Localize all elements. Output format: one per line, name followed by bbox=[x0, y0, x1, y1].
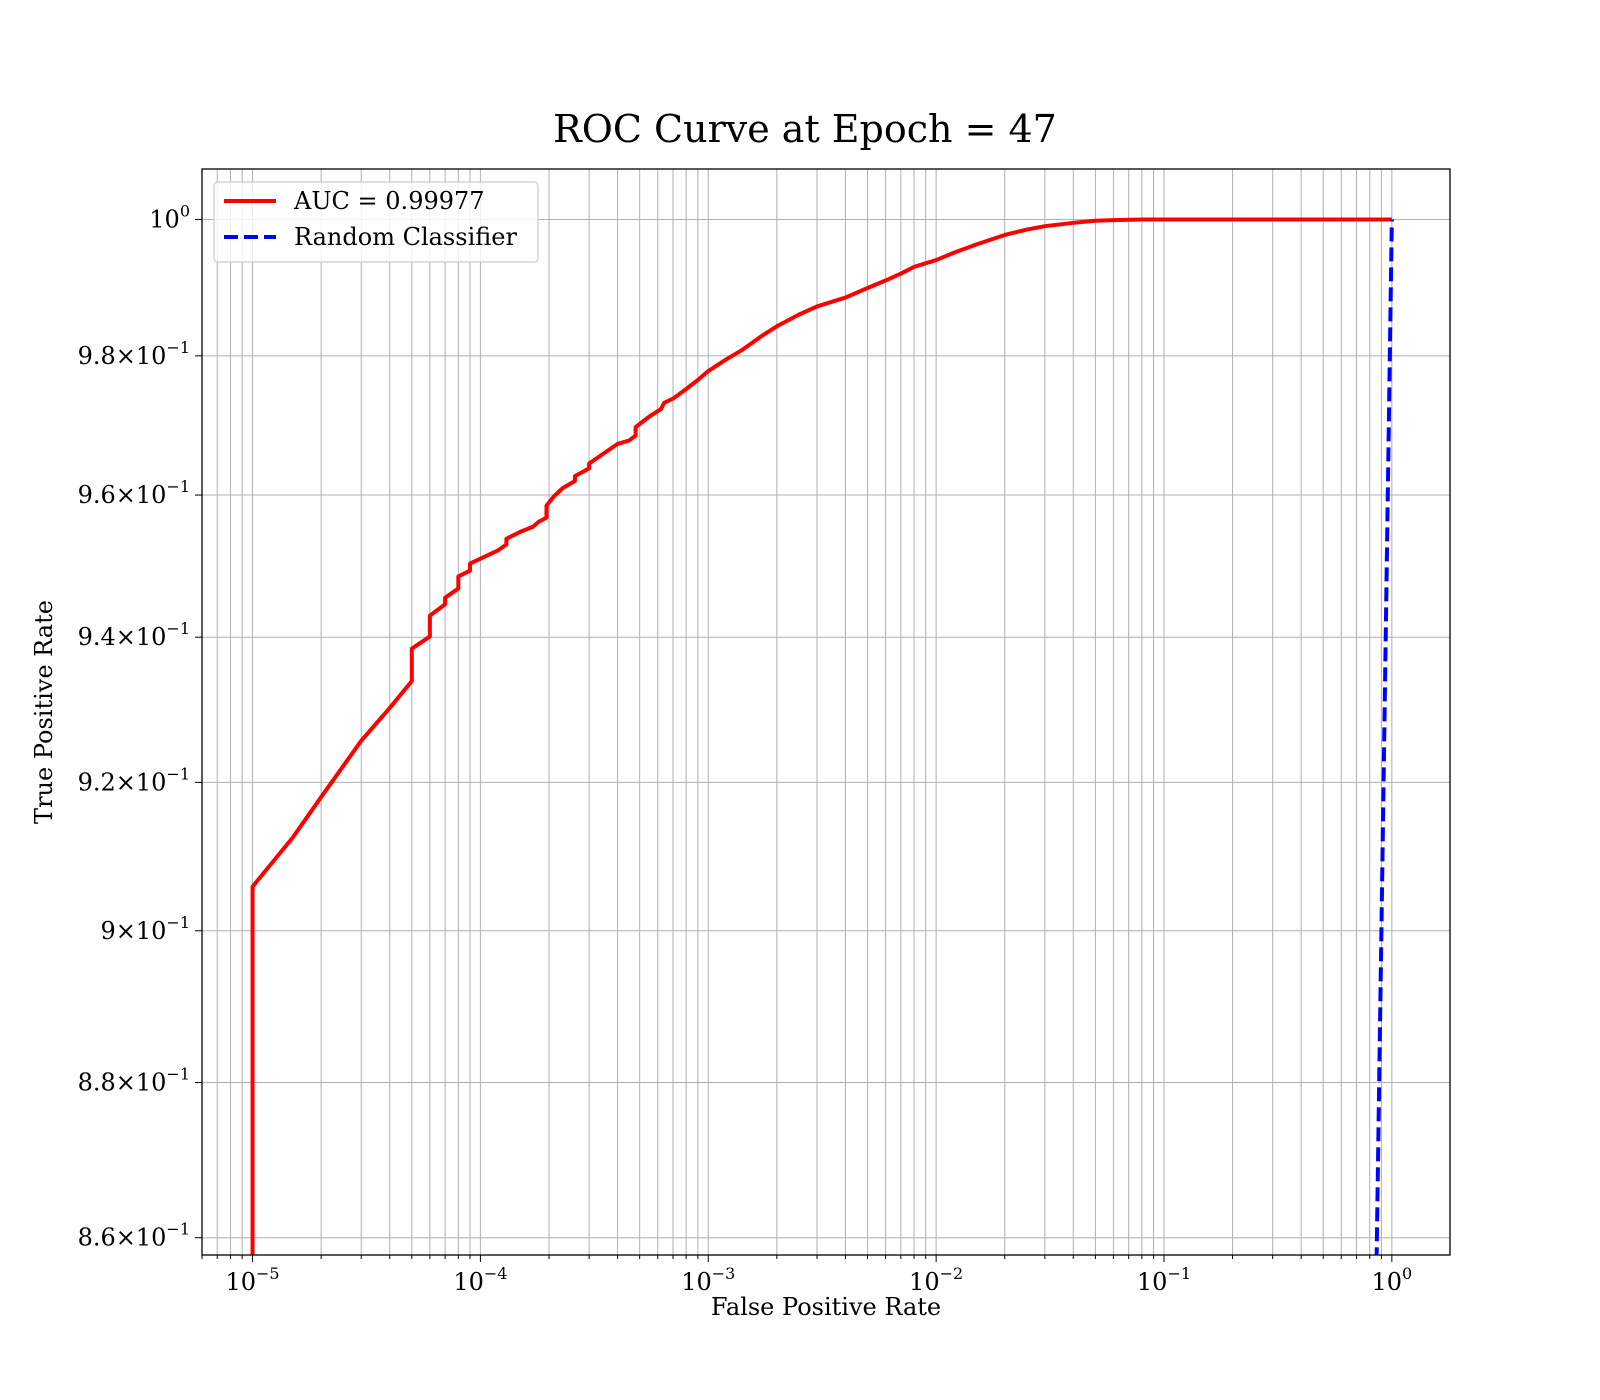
plot-frame bbox=[201, 168, 1451, 1256]
y-tick-label: 9.6×10−1 bbox=[78, 477, 190, 509]
x-tick-label: 10−3 bbox=[681, 1264, 735, 1296]
y-tick-label: 9.4×10−1 bbox=[78, 619, 190, 651]
y-tick-label: 9.2×10−1 bbox=[78, 764, 190, 796]
legend-frame bbox=[213, 181, 539, 263]
x-tick-label: 10−2 bbox=[909, 1264, 963, 1296]
x-tick-label: 100 bbox=[1371, 1264, 1412, 1296]
legend-label-auc: AUC = 0.99977 bbox=[293, 187, 485, 215]
random-classifier-line bbox=[1374, 219, 1394, 1255]
y-tick-label: 8.8×10−1 bbox=[78, 1064, 190, 1096]
x-tick-label: 10−1 bbox=[1137, 1264, 1191, 1296]
legend: AUC = 0.99977 Random Classifier bbox=[213, 181, 539, 263]
grid bbox=[201, 169, 1450, 1255]
chart-title: ROC Curve at Epoch = 47 bbox=[553, 107, 1057, 151]
x-tick-label: 10−4 bbox=[453, 1264, 507, 1296]
y-tick-label: 9×10−1 bbox=[100, 913, 190, 945]
y-tick-label: 100 bbox=[149, 201, 190, 233]
y-tick-label: 8.6×10−1 bbox=[78, 1220, 190, 1252]
x-tick-label: 10−5 bbox=[225, 1264, 279, 1296]
x-axis-label: False Positive Rate bbox=[711, 1293, 941, 1321]
tick-marks bbox=[195, 218, 1393, 1262]
roc-curve-line bbox=[250, 217, 1392, 1255]
legend-label-random: Random Classifier bbox=[294, 223, 517, 251]
tick-labels: 10−5 10−4 10−3 10−2 10−1 100 8.6×10−1 8.8×10−1 9… bbox=[78, 201, 1413, 1296]
series-layer bbox=[250, 217, 1394, 1255]
y-axis-label: True Positive Rate bbox=[30, 600, 58, 824]
y-tick-label: 9.8×10−1 bbox=[78, 338, 190, 370]
